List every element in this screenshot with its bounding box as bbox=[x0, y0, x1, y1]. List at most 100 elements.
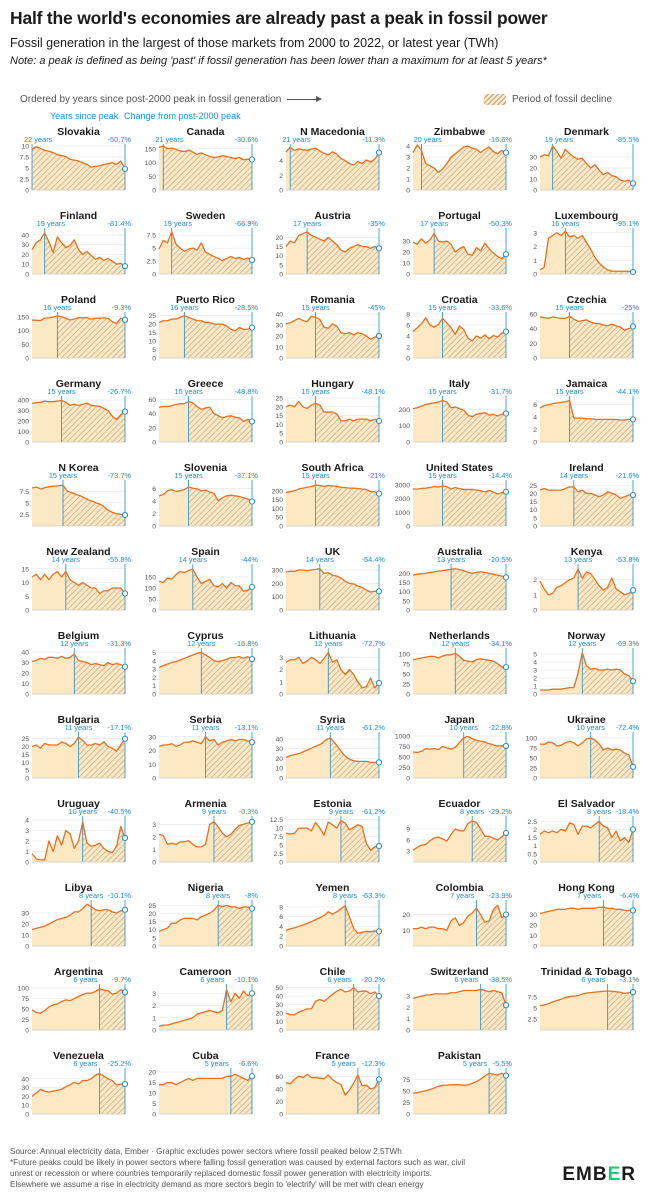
years-since-peak: 7 years bbox=[577, 891, 602, 900]
end-point bbox=[629, 587, 637, 594]
y-tick-label: 3 bbox=[533, 230, 537, 237]
decline-hatch bbox=[582, 652, 633, 694]
chart-title: Jamaica bbox=[566, 378, 608, 390]
y-tick-label: 150 bbox=[18, 314, 30, 321]
chart-belgium: Belgium 0 10 20 30 40 12 years -31.3% bbox=[8, 628, 135, 712]
y-tick-label: 40 bbox=[529, 326, 537, 333]
chart-title: Syria bbox=[320, 714, 346, 726]
y-tick-label: 30 bbox=[275, 323, 283, 330]
decline-hatch bbox=[345, 905, 379, 946]
footer-note-1: *Future peaks could be likely in power s… bbox=[10, 1158, 466, 1167]
chart-svg: Cyprus 0 123 45 12 years -16.8% bbox=[152, 630, 258, 699]
y-tick-label: 20 bbox=[275, 1099, 283, 1106]
chart-serbia: Serbia 0 10 20 30 11 years -13.1% bbox=[135, 712, 262, 796]
y-tick-label: 1 bbox=[279, 679, 283, 686]
series-line bbox=[158, 568, 253, 592]
end-point bbox=[502, 664, 510, 671]
y-tick-label: 0 bbox=[279, 188, 283, 195]
end-point bbox=[121, 511, 129, 518]
y-tick-label: 2.5 bbox=[528, 819, 538, 826]
series-line bbox=[285, 651, 380, 689]
chart-title: Portugal bbox=[438, 210, 481, 222]
chart-zimbabwe: Zimbabwe 0 1 2 3 4 20 years -16.6% bbox=[389, 124, 516, 208]
series-line bbox=[285, 146, 380, 166]
end-point bbox=[248, 739, 256, 746]
end-point bbox=[375, 679, 383, 687]
chart-title: Croatia bbox=[441, 294, 477, 306]
y-tick-label: 2.5 bbox=[20, 177, 30, 184]
decline-hatch bbox=[315, 403, 379, 442]
series-line bbox=[285, 737, 379, 764]
y-tick-label: 50 bbox=[148, 174, 156, 181]
end-point bbox=[629, 491, 637, 499]
decline-hatch bbox=[599, 821, 633, 862]
change-from-peak: -48.1% bbox=[362, 387, 386, 396]
change-from-peak: -10.1% bbox=[235, 975, 259, 984]
y-tick-label: 0 bbox=[406, 776, 410, 783]
change-from-peak: -61.2% bbox=[362, 723, 386, 732]
y-tick-label: 0 bbox=[406, 272, 410, 279]
end-point bbox=[629, 763, 637, 770]
end-point bbox=[629, 907, 637, 914]
change-from-peak: -85.5% bbox=[616, 135, 640, 144]
end-point bbox=[502, 742, 510, 750]
end-point bbox=[502, 149, 510, 156]
years-since-peak: 6 years bbox=[200, 975, 225, 984]
change-from-peak: -12.3% bbox=[362, 1059, 386, 1068]
series-line bbox=[412, 820, 507, 851]
y-tick-label: 25 bbox=[148, 903, 156, 910]
series-line bbox=[158, 400, 253, 423]
change-from-peak: -30.6% bbox=[235, 135, 259, 144]
chart-svg: Poland 0 50 100 150 16 years -9.3% bbox=[18, 294, 132, 363]
y-tick-label: 10 bbox=[275, 345, 283, 352]
chart-svg: Portugal 0 10 20 30 17 years -50.3% bbox=[402, 210, 512, 279]
series-line bbox=[158, 145, 253, 161]
chart-svg: Japan 0 250 500 750 1000 10 years -22.8% bbox=[395, 714, 513, 783]
decline-hatch bbox=[353, 987, 379, 1030]
chart-netherlands: Netherlands 0 25 50 75 100 12 years -34.1% bbox=[389, 628, 516, 712]
y-tick-label: 15 bbox=[148, 1080, 156, 1087]
y-tick-label: 5 bbox=[152, 935, 156, 942]
ember-logo: EMBER bbox=[562, 1164, 636, 1186]
y-tick-label: 15 bbox=[21, 566, 29, 573]
y-tick-label: 10 bbox=[21, 262, 29, 269]
page-subtitle: Fossil generation in the largest of thos… bbox=[10, 36, 499, 50]
chart-new-zealand: New Zealand 0 5 10 15 14 years -55.8% bbox=[8, 544, 135, 628]
years-since-peak: 12 years bbox=[60, 639, 89, 648]
chart-svg: France 0 20 40 60 5 years -12.3% bbox=[275, 1050, 386, 1119]
years-since-peak: 6 years bbox=[73, 975, 98, 984]
y-tick-label: 20 bbox=[402, 912, 410, 919]
y-tick-label: 2 bbox=[533, 827, 537, 834]
y-tick-label: 15 bbox=[21, 752, 29, 759]
decline-hatch bbox=[340, 820, 379, 862]
series-line bbox=[158, 486, 253, 503]
years-since-peak: 12 years bbox=[441, 639, 470, 648]
change-from-peak: -44.1% bbox=[616, 387, 640, 396]
y-tick-label: 250 bbox=[399, 765, 411, 772]
end-point bbox=[248, 1073, 256, 1080]
y-tick-label: 30 bbox=[529, 155, 537, 162]
y-tick-label: 0 bbox=[533, 944, 537, 951]
y-tick-label: 3 bbox=[152, 991, 156, 998]
legend-order-text: Ordered by years since post-2000 peak in… bbox=[20, 94, 282, 105]
chart-svg: Lithuania 0 1 2 3 12 years -72.7% bbox=[279, 630, 385, 699]
series-line bbox=[539, 230, 634, 273]
footer: Source: Annual electricity data, Ember ·… bbox=[10, 1146, 570, 1190]
change-from-peak: -40.5% bbox=[108, 807, 132, 816]
change-from-peak: -31.3% bbox=[108, 639, 132, 648]
chart-nigeria: Nigeria 0 5 10 15 20 25 8 years -8% bbox=[135, 880, 262, 964]
series-line bbox=[412, 988, 507, 1006]
chart-title: Austria bbox=[314, 210, 350, 222]
chart-svg: Sweden 0 2.5 5 7.5 19 years -66.9% bbox=[147, 210, 259, 279]
change-from-peak: -28.5% bbox=[235, 303, 259, 312]
chart-armenia: Armenia 0 1 2 3 9 years -0.3% bbox=[135, 796, 262, 880]
y-tick-label: 100 bbox=[272, 506, 284, 513]
decline-hatch bbox=[480, 989, 506, 1030]
series-line bbox=[539, 737, 634, 768]
end-point bbox=[629, 323, 637, 330]
decline-hatch bbox=[603, 907, 633, 946]
decline-hatch bbox=[74, 654, 125, 694]
y-tick-label: 15 bbox=[148, 330, 156, 337]
y-tick-label: 0 bbox=[406, 1028, 410, 1035]
